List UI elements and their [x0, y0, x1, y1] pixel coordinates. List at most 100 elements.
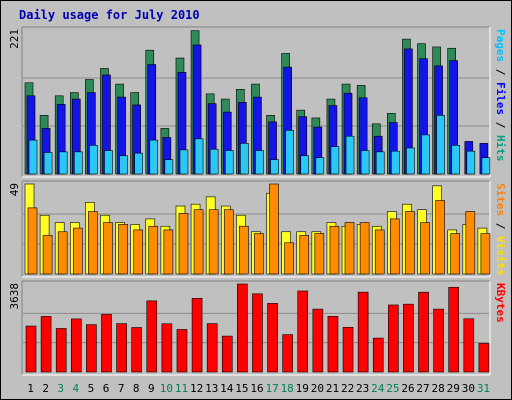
bar-sites-day-29	[450, 233, 461, 275]
bar-sites-day-23	[359, 222, 370, 275]
bar-kbytes-day-6	[101, 314, 112, 373]
right-legend-item: Files	[494, 82, 507, 115]
bar-kbytes-day-29	[448, 286, 460, 373]
day-label: 25	[386, 382, 399, 395]
bar-sites-day-9	[148, 225, 159, 275]
panel-hits-files-pages: 221 Pages / Files / Hits	[8, 26, 507, 178]
bar-sites-day-1	[27, 207, 38, 275]
bar-pages-day-16	[255, 150, 264, 175]
panel-visits-sites: 49 Sites / Visits	[8, 180, 507, 278]
bar-sites-day-28	[435, 200, 445, 275]
day-label: 9	[148, 382, 155, 395]
bar-pages-day-22	[345, 135, 355, 175]
day-label: 23	[356, 382, 369, 395]
bar-sites-day-2	[42, 235, 53, 275]
bar-sites-day-25	[390, 218, 400, 275]
bar-kbytes-day-30	[463, 318, 475, 373]
bar-pages-day-11	[179, 149, 189, 175]
day-label: 4	[73, 382, 80, 395]
right-legend-item: Hits	[494, 135, 507, 162]
day-label: 2	[42, 382, 49, 395]
bar-kbytes-day-9	[146, 300, 158, 373]
bar-kbytes-day-26	[403, 303, 414, 373]
bar-pages-day-5	[89, 145, 98, 175]
right-legend: Sites / Visits	[494, 183, 507, 276]
bar-kbytes-day-28	[433, 308, 444, 373]
bar-sites-day-31	[480, 233, 491, 275]
bar-pages-day-29	[451, 145, 461, 175]
chart-title: Daily usage for July 2010	[19, 8, 200, 22]
day-label: 19	[296, 382, 309, 395]
bar-kbytes-day-23	[357, 291, 369, 373]
bar-pages-day-2	[43, 152, 53, 175]
day-label: 1	[27, 382, 34, 395]
bar-sites-day-18	[284, 242, 294, 275]
bar-pages-day-24	[375, 151, 385, 175]
bar-kbytes-day-24	[372, 337, 384, 373]
bar-pages-day-23	[360, 150, 370, 175]
bar-kbytes-day-17	[267, 303, 278, 373]
bar-pages-day-31	[481, 157, 491, 175]
day-label: 8	[133, 382, 140, 395]
day-label: 21	[326, 382, 339, 395]
bar-sites-day-15	[239, 225, 249, 275]
bar-kbytes-day-20	[312, 308, 324, 373]
bar-sites-day-20	[314, 233, 325, 275]
right-legend-item: Pages	[494, 29, 507, 62]
bar-sites-day-4	[72, 227, 83, 275]
right-legend-item: KBytes	[494, 283, 507, 323]
bar-kbytes-day-19	[297, 290, 309, 373]
bar-sites-day-3	[57, 231, 68, 275]
y-max-label: 3638	[8, 283, 21, 310]
right-legend-item: Visits	[494, 236, 507, 276]
y-max-label: 221	[8, 29, 21, 49]
bar-sites-day-6	[103, 222, 113, 275]
bar-sites-day-24	[374, 229, 385, 275]
bar-pages-day-26	[406, 147, 415, 175]
day-label: 17	[265, 382, 278, 395]
bar-sites-day-27	[420, 222, 430, 275]
bar-kbytes-day-21	[327, 316, 339, 373]
bar-sites-day-13	[208, 209, 219, 275]
bar-kbytes-day-18	[282, 334, 293, 373]
bar-kbytes-day-10	[161, 323, 173, 373]
day-label: 31	[477, 382, 490, 395]
day-label: 24	[371, 382, 385, 395]
bar-kbytes-day-16	[252, 293, 263, 373]
bar-sites-day-17	[269, 183, 279, 275]
bar-pages-day-25	[391, 150, 400, 175]
day-label: 6	[103, 382, 110, 395]
bar-pages-day-7	[119, 155, 128, 175]
bar-sites-day-16	[254, 233, 264, 275]
bar-pages-day-1	[28, 139, 38, 175]
day-label: 14	[220, 382, 234, 395]
bar-kbytes-day-22	[342, 326, 354, 373]
bar-pages-day-21	[330, 146, 340, 175]
bar-sites-day-26	[405, 211, 415, 275]
bar-kbytes-day-11	[176, 329, 188, 373]
bar-pages-day-19	[300, 155, 310, 175]
day-label: 5	[88, 382, 95, 395]
y-max-label: 49	[8, 183, 21, 196]
day-label: 10	[160, 382, 173, 395]
bar-sites-day-22	[344, 222, 355, 275]
bar-sites-day-10	[163, 229, 174, 275]
bar-kbytes-day-15	[237, 283, 248, 373]
bar-pages-day-3	[58, 151, 68, 175]
day-label: 12	[190, 382, 203, 395]
bar-kbytes-day-4	[70, 318, 82, 373]
day-labels: 1 2 3 4 5 6 7 8 9 10 11 12 13 14 15 16 17 18 19 20 21 22 23 24 2…	[27, 382, 490, 395]
bar-sites-day-7	[118, 224, 128, 275]
bar-pages-day-8	[134, 152, 143, 175]
bar-kbytes-day-12	[191, 298, 203, 373]
bar-pages-day-10	[164, 159, 174, 175]
day-label: 11	[175, 382, 188, 395]
bar-pages-day-17	[270, 159, 279, 175]
right-legend-item: /	[494, 216, 507, 236]
day-label: 15	[235, 382, 248, 395]
bar-kbytes-day-7	[116, 323, 127, 373]
bar-sites-day-21	[329, 225, 340, 275]
bar-kbytes-day-8	[131, 327, 142, 373]
bar-pages-day-20	[315, 157, 325, 175]
